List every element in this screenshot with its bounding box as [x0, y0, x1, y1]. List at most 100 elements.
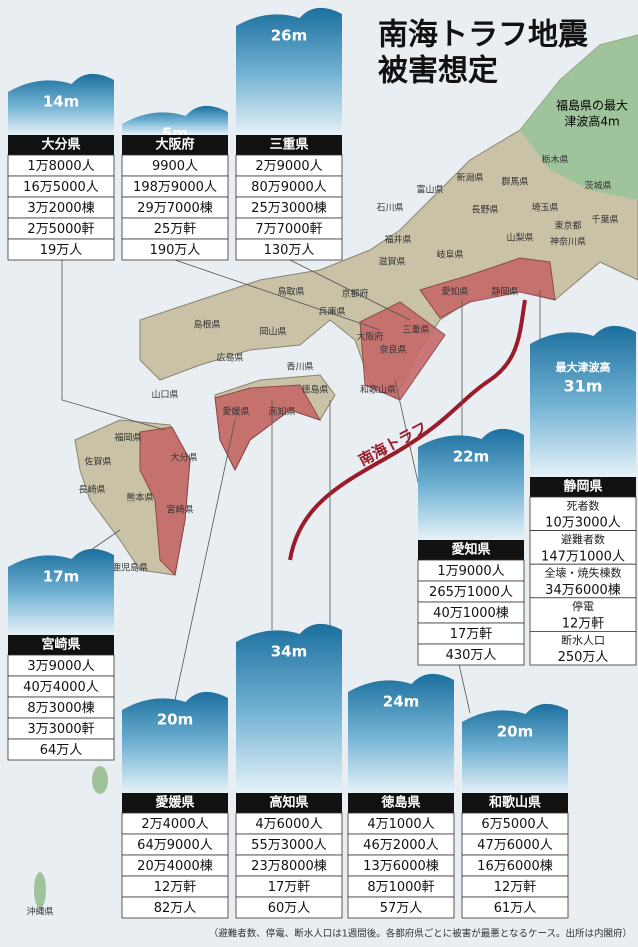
trough-line	[288, 299, 527, 561]
row-value: 1万9000人	[437, 564, 504, 579]
row-value: 23万8000棟	[251, 859, 327, 874]
row	[121, 896, 229, 919]
row-value: 82万人	[154, 901, 197, 916]
map-label: 福井県	[384, 234, 411, 246]
row-value: 16万5000人	[23, 180, 99, 195]
map-label: 千葉県	[591, 214, 618, 226]
row-value: 60万人	[268, 901, 311, 916]
row-value: 57万人	[380, 901, 423, 916]
map-label: 福岡県	[114, 432, 141, 444]
name-bar	[8, 135, 114, 155]
row-value: 61万人	[494, 901, 537, 916]
map-label: 新潟県	[456, 172, 483, 184]
row-value: 265万1000人	[429, 585, 513, 600]
height-label: 最大津波高	[556, 360, 611, 374]
wave	[122, 691, 228, 793]
wave	[530, 325, 636, 477]
map-label: 大阪府	[356, 331, 383, 343]
name-bar	[530, 477, 636, 497]
row-value: 190万人	[150, 243, 201, 258]
row-value: 64万9000人	[137, 838, 213, 853]
row-value: 8万1000軒	[367, 880, 434, 895]
row-value: 64万人	[40, 743, 83, 758]
tsunami-height: 14m	[43, 93, 80, 111]
map-label: 徳島県	[301, 384, 328, 396]
row	[529, 631, 637, 666]
footnote: （避難者数、停電、断水人口は1週間後。各都府県ごとに被害が最悪となるケース。出所…	[209, 928, 632, 940]
map	[34, 34, 638, 908]
row-value: 2万9000人	[255, 159, 322, 174]
prefecture-name: 三重県	[269, 137, 308, 153]
map-label: 沖縄県	[26, 906, 53, 918]
map-label: 島根県	[193, 319, 220, 331]
row-value: 9900人	[152, 159, 198, 174]
wave	[348, 673, 454, 793]
name-bar	[122, 135, 228, 155]
map-label: 静岡県	[491, 286, 518, 298]
tsunami-height: 20m	[157, 711, 194, 729]
map-label: 山梨県	[506, 232, 533, 244]
prefecture-name: 愛知県	[451, 542, 490, 558]
row-value: 17万軒	[450, 627, 493, 642]
row-value: 4万1000人	[367, 817, 434, 832]
map-label: 三重県	[402, 324, 429, 336]
row-value: 25万3000棟	[251, 201, 327, 216]
row-value: 250万人	[558, 650, 609, 665]
map-label: 長野県	[471, 205, 498, 216]
map-label: 愛知県	[441, 286, 468, 298]
row-value: 7万7000軒	[255, 222, 322, 237]
name-bar	[8, 635, 114, 655]
name-bar	[236, 793, 342, 813]
row	[461, 896, 569, 919]
wave	[236, 7, 342, 135]
row-value: 198万9000人	[133, 180, 217, 195]
row-label: 停電	[572, 599, 594, 613]
row-value: 1万8000人	[27, 159, 94, 174]
prefecture-name: 静岡県	[563, 479, 602, 495]
row-value: 13万6000棟	[363, 859, 439, 874]
row	[529, 563, 637, 599]
tsunami-height: 24m	[383, 693, 420, 711]
tsunami-height: 20m	[497, 723, 534, 741]
row-value: 3万2000棟	[27, 201, 94, 216]
wave	[122, 105, 228, 135]
row-value: 12万軒	[154, 880, 197, 895]
map-label: 群馬県	[501, 176, 528, 188]
row-value: 2万5000軒	[27, 222, 94, 237]
map-label: 茨城県	[584, 180, 611, 192]
row	[529, 597, 637, 632]
map-label: 高知県	[268, 406, 295, 418]
row-value: 55万3000人	[251, 838, 327, 853]
row-value: 2万4000人	[141, 817, 208, 832]
map-label: 香川県	[286, 362, 313, 373]
wave	[236, 623, 342, 793]
name-bar	[236, 135, 342, 155]
wave	[418, 428, 524, 540]
row-value: 80万9000人	[251, 180, 327, 195]
row-value: 25万軒	[154, 222, 197, 237]
map-label: 埼玉県	[531, 202, 558, 214]
affected-kyushu	[139, 426, 191, 577]
map-label: 兵庫県	[318, 306, 345, 318]
wave	[8, 73, 114, 135]
row-value: 20万4000棟	[137, 859, 213, 874]
prefecture-name: 高知県	[269, 795, 308, 811]
map-label: 岐阜県	[436, 249, 463, 261]
row-value: 3万3000軒	[27, 722, 94, 737]
prefecture-name: 大分県	[41, 137, 80, 153]
map-label: 広島県	[216, 352, 243, 364]
tsunami-height: 17m	[43, 568, 80, 586]
row	[7, 238, 115, 261]
note: 福島県の最大	[556, 98, 628, 113]
map-label: 岡山県	[259, 327, 286, 338]
row-value: 29万7000棟	[137, 201, 213, 216]
row-value: 130万人	[264, 243, 315, 258]
row	[235, 238, 343, 261]
map-label: 滋賀県	[378, 256, 405, 268]
row-value: 3万9000人	[27, 659, 94, 674]
tsunami-height: 26m	[271, 27, 308, 45]
prefecture-name: 徳島県	[380, 795, 420, 811]
row-label: 全壊・焼失棟数	[545, 566, 622, 580]
row	[417, 643, 525, 666]
name-bar	[348, 793, 454, 813]
